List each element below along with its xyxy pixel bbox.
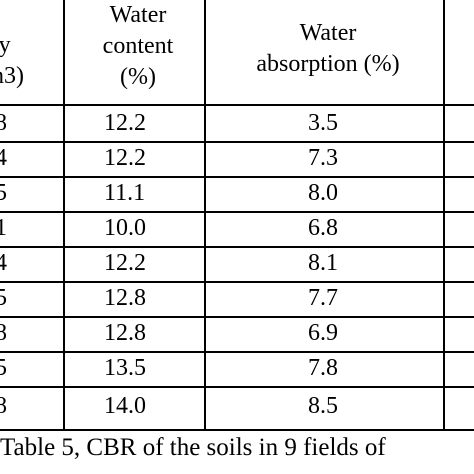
water-content-cell: 12.8: [104, 320, 146, 346]
row-rule-3: [0, 211, 474, 213]
water-content-cell: 12.8: [104, 285, 146, 311]
water-content-header-line-3: (%): [120, 64, 156, 90]
water-absorption-cell: 7.8: [308, 355, 338, 381]
density-cell: 8: [0, 393, 7, 419]
density-header: ty n3): [0, 30, 52, 92]
density-cell: 5: [0, 355, 7, 381]
water-content-cell: 13.5: [104, 355, 146, 381]
header-bottom-rule: [0, 104, 474, 106]
row-rule-6: [0, 316, 474, 318]
column-divider-3: [443, 0, 445, 431]
density-cell: 4: [0, 145, 7, 171]
row-rule-4: [0, 246, 474, 248]
water-content-cell: 11.1: [104, 180, 146, 206]
water-content-cell: 14.0: [104, 393, 146, 419]
density-cell: 4: [0, 250, 7, 276]
table-caption: Table 5, CBR of the soils in 9 fields of: [0, 434, 386, 461]
water-absorption-cell: 7.7: [308, 285, 338, 311]
water-absorption-cell: 8.1: [308, 250, 338, 276]
water-content-cell: 12.2: [104, 145, 146, 171]
density-cell: 8: [0, 320, 7, 346]
water-absorption-header-line-2: absorption (%): [256, 51, 400, 77]
water-absorption-cell: 8.5: [308, 393, 338, 419]
row-rule-5: [0, 281, 474, 283]
water-absorption-cell: 6.8: [308, 215, 338, 241]
water-absorption-cell: 6.9: [308, 320, 338, 346]
density-header-line-2: n3): [0, 63, 24, 89]
density-cell: 1: [0, 215, 7, 241]
row-rule-2: [0, 176, 474, 178]
water-absorption-cell: 3.5: [308, 110, 338, 136]
density-cell: 5: [0, 180, 7, 206]
water-content-header-line-2: content: [102, 33, 174, 59]
water-absorption-header-line-1: Water: [299, 20, 357, 46]
row-rule-1: [0, 141, 474, 143]
table-bottom-rule: [0, 429, 474, 431]
density-cell: 8: [0, 110, 7, 136]
water-absorption-header: Water absorption (%): [224, 18, 432, 80]
row-rule-8: [0, 386, 474, 388]
water-content-cell: 12.2: [104, 250, 146, 276]
water-content-header-line-1: Water: [109, 2, 167, 28]
density-header-line-1: ty: [0, 32, 11, 58]
water-absorption-cell: 7.3: [308, 145, 338, 171]
column-divider-2: [204, 0, 206, 431]
density-cell: 5: [0, 285, 7, 311]
water-content-header: Water content (%): [78, 0, 198, 93]
row-rule-7: [0, 351, 474, 353]
column-divider-1: [63, 0, 65, 431]
water-content-cell: 12.2: [104, 110, 146, 136]
water-absorption-cell: 8.0: [308, 180, 338, 206]
water-content-cell: 10.0: [104, 215, 146, 241]
